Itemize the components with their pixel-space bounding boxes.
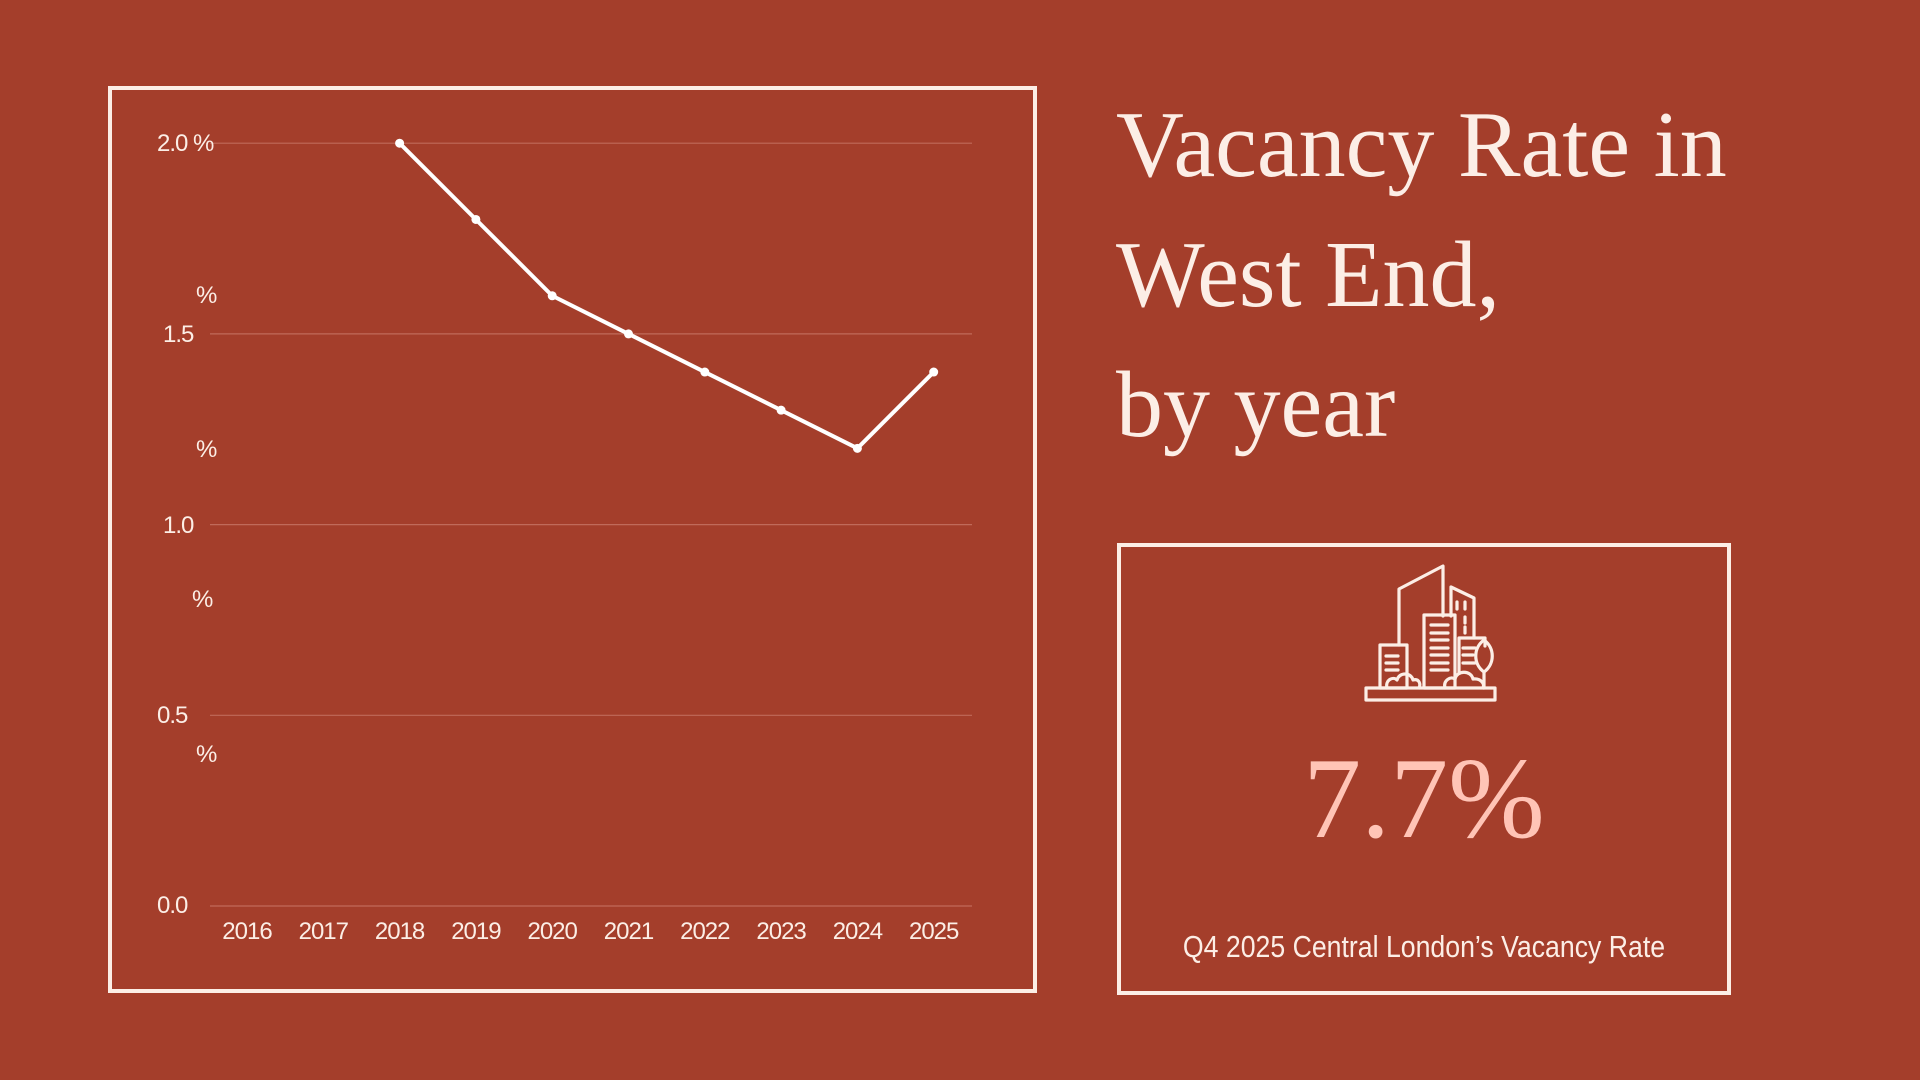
data-point [700, 367, 710, 377]
y-tick-label: % [196, 282, 217, 309]
data-point [624, 329, 633, 339]
data-point [929, 367, 939, 377]
x-tick-label: 2025 [908, 918, 959, 945]
x-tick-label: 2016 [222, 918, 272, 945]
x-tick-label: 2023 [756, 918, 806, 945]
y-tick-label: 0.5 [157, 702, 188, 729]
y-tick-label: % [192, 586, 213, 613]
title-line-2: West End, [1116, 223, 1501, 327]
y-tick-label: 1.0 [163, 512, 194, 539]
x-tick-label: 2020 [527, 918, 577, 945]
y-tick-label: 0.0 [157, 892, 188, 919]
data-point [852, 443, 862, 453]
y-tick-label: 2.0 % [157, 130, 214, 157]
y-tick-label: % [196, 741, 217, 768]
data-point [547, 291, 557, 301]
x-tick-label: 2018 [374, 918, 425, 945]
stat-caption: Q4 2025 Central London’s Vacancy Rate [1182, 929, 1666, 964]
stat-value: 7.7% [1303, 735, 1545, 863]
data-point [395, 138, 405, 148]
data-line [397, 141, 936, 451]
title-line-1: Vacancy Rate in [1116, 93, 1727, 197]
data-points [395, 138, 939, 453]
data-point [471, 214, 481, 224]
x-tick-label: 2017 [298, 918, 349, 945]
x-tick-label: 2024 [832, 918, 883, 945]
y-tick-label: 1.5 [163, 321, 194, 348]
gridlines [210, 142, 972, 907]
stat-card: 7.7% [1117, 543, 1731, 995]
x-tick-label: 2019 [451, 918, 501, 945]
data-point [776, 405, 786, 415]
x-tick-label: 2021 [603, 918, 654, 945]
chart-frame [108, 86, 1037, 993]
page-title: Vacancy Rate in West End, by year [1116, 80, 1727, 470]
y-tick-label: % [196, 436, 217, 463]
city-buildings-icon [1364, 564, 1497, 702]
title-line-3: by year [1116, 353, 1396, 457]
x-tick-label: 2022 [680, 918, 730, 945]
